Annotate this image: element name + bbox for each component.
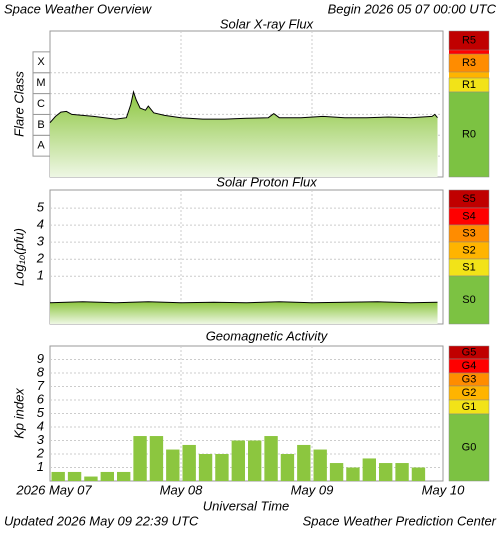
scale-label: S1 [462,261,475,273]
scale-label: G1 [462,401,477,413]
begin-time: Begin 2026 05 07 00:00 UTC [328,1,497,16]
scale-label: R3 [462,57,476,69]
kp-bar [166,449,180,481]
kp-bar [51,471,65,481]
kp-bar [329,463,344,481]
kp-bar [313,449,327,481]
scale-label: S3 [462,227,475,239]
credit: Space Weather Prediction Center [303,513,497,528]
kp-bar [149,436,164,481]
kp-bar [297,444,311,481]
y-tick-label: X [37,56,45,68]
y-tick-label: 7 [37,378,45,393]
scale-label: G5 [462,346,477,358]
scale-label: R5 [462,34,476,46]
kp-bar [198,454,213,481]
scale-label: G3 [462,373,477,385]
kp-bar [362,458,376,481]
scale-label: S5 [462,193,475,205]
scale-band [448,91,490,178]
y-tick-label: 5 [37,405,45,420]
x-tick-label: May 10 [422,482,465,497]
y-tick-label: 2 [36,251,45,266]
scale-band [448,275,490,325]
y-tick-label: 5 [37,200,45,215]
y-axis-title: Flare Class [11,71,26,137]
kp-bar [67,471,82,481]
kp-bar [346,467,360,481]
kp-bar [100,471,114,481]
scale-label: R1 [462,79,476,91]
y-tick-label: C [37,98,45,110]
flux-area [50,91,438,177]
flux-line [49,90,438,124]
kp-bar [117,471,131,481]
y-tick-label: 8 [37,364,45,379]
scale-band [448,413,490,482]
panel-title: Solar Proton Flux [216,174,317,189]
y-tick-label: 4 [37,418,44,433]
kp-bar [133,436,147,481]
y-tick-label: 3 [37,432,45,447]
y-tick-label: B [37,119,44,131]
scale-label: G0 [462,441,477,453]
kp-bar [379,463,393,481]
y-axis-title: Log₁₀(pfu) [11,228,26,286]
y-tick-label: 2 [36,445,45,460]
y-tick-label: 1 [37,268,44,283]
kp-bar [280,454,295,481]
scale-label: G4 [462,360,477,372]
x-tick-label: May 09 [291,482,334,497]
y-tick-label: A [37,140,45,152]
kp-bar [215,454,229,481]
scale-band [448,30,490,51]
x-axis-title: Universal Time [203,498,290,513]
flux-line [49,301,438,304]
panel-title: Solar X-ray Flux [220,16,314,31]
kp-bar [264,436,278,481]
y-tick-label: 3 [37,234,45,249]
scale-label: S0 [462,294,475,306]
scale-band [449,72,489,78]
updated-time: Updated 2026 May 09 22:39 UTC [4,513,199,528]
scale-band [448,53,490,73]
scale-label: S4 [462,210,475,222]
flux-area [50,301,438,324]
panel-title: Geomagnetic Activity [206,328,329,343]
scale-label: S2 [462,244,475,256]
kp-bar [231,440,245,481]
x-tick-label: 2026 May 07 [15,482,92,497]
kp-bar [182,444,196,481]
y-tick-label: 4 [37,217,44,232]
scale-band [449,50,489,54]
kp-bar [411,467,426,481]
y-tick-label: 1 [37,459,44,474]
scale-label: R0 [462,128,476,140]
kp-bar [84,476,98,481]
y-tick-label: 9 [37,351,44,366]
y-tick-label: 6 [37,391,45,406]
y-tick-label: M [36,77,45,89]
page-title: Space Weather Overview [4,1,153,16]
class-box [32,51,51,74]
x-tick-label: May 08 [160,482,203,497]
scale-label: G2 [462,387,477,399]
kp-bar [248,440,262,481]
kp-bar [395,463,409,481]
y-axis-title: Kp index [11,388,26,439]
